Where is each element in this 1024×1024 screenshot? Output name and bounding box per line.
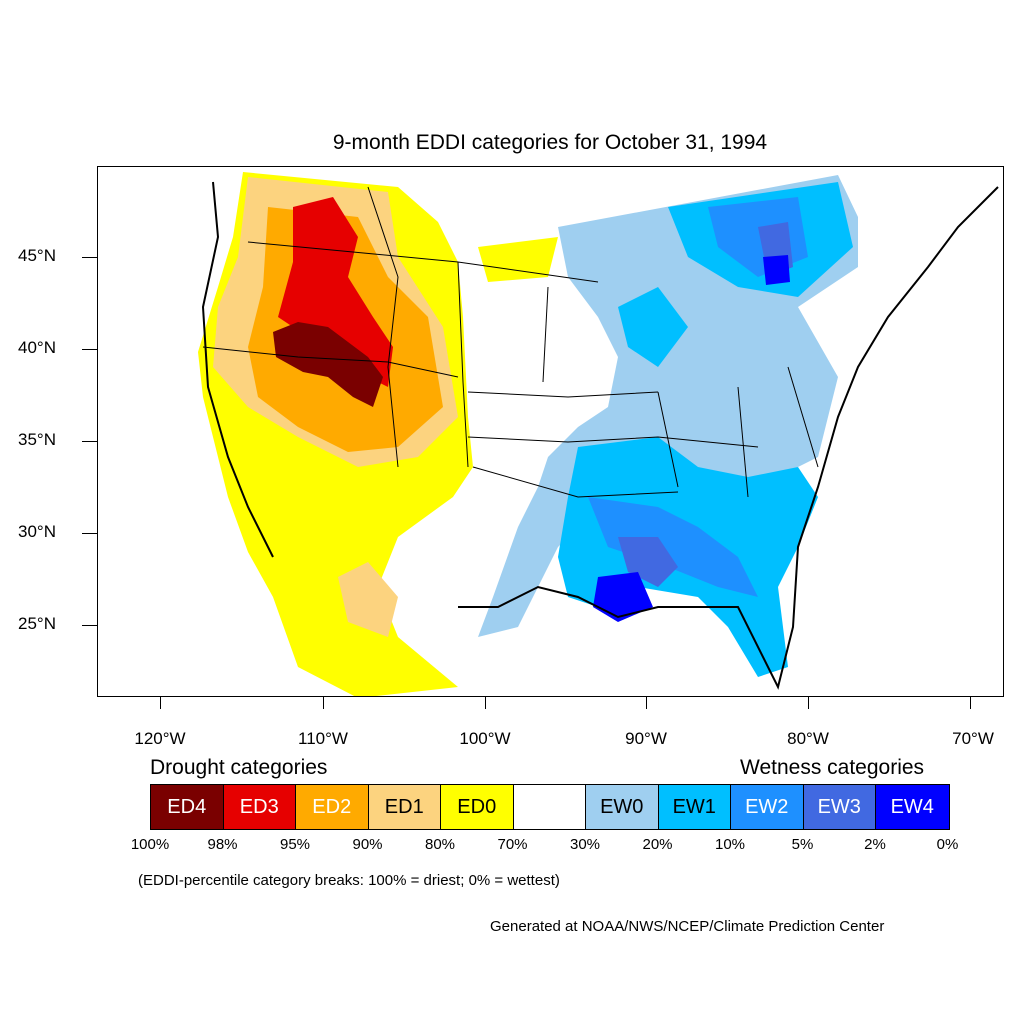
percentile-label: 95% (279, 836, 311, 853)
ew2-south-region (588, 497, 758, 597)
lon-label: 70°W (952, 729, 994, 748)
percentile-label: 5% (791, 836, 814, 853)
map-title: 9-month EDDI categories for October 31, … (332, 131, 768, 154)
lon-tick (970, 697, 971, 709)
ed3-west-region (278, 197, 393, 387)
lon-tick (485, 697, 486, 709)
lon-label: 110°W (298, 729, 348, 748)
ed0-north-region (478, 237, 558, 282)
lat-label: 30°N (18, 522, 56, 541)
legend-cell-ew1: EW1 (658, 785, 731, 829)
lat-label: 45°N (18, 246, 56, 265)
legend-cell-ew0: EW0 (586, 785, 659, 829)
lon-tick (808, 697, 809, 709)
coastline (201, 181, 999, 690)
lon-label: 80°W (787, 729, 829, 748)
lon-label: 90°W (625, 729, 667, 748)
lon-label: 120°W (134, 729, 186, 748)
lat-tick (82, 441, 97, 442)
legend-cell-ew2: EW2 (731, 785, 804, 829)
percentile-label: 20% (642, 836, 673, 853)
percentile-label: 2% (864, 836, 886, 853)
lat-label: 35°N (18, 430, 56, 449)
percentile-label: 10% (714, 836, 746, 853)
lon-tick (160, 697, 161, 709)
percentile-label: 98% (207, 836, 238, 853)
percentile-label: 70% (497, 836, 528, 853)
boundaries (202, 186, 819, 498)
percentile-label: 90% (352, 836, 383, 853)
ew4-south-region (593, 572, 653, 622)
eddi-map (97, 166, 1004, 697)
percentile-label: 30% (569, 836, 601, 853)
ew1-lakes-region (618, 287, 688, 367)
lat-tick (82, 533, 97, 534)
legend-cell-ed1: ED1 (368, 785, 441, 829)
percentile-label: 0% (936, 836, 959, 853)
legend-cell-ed4: ED4 (151, 785, 224, 829)
lat-tick (82, 349, 97, 350)
percentile-label: 100% (130, 836, 170, 853)
ed4-west-region (273, 322, 383, 407)
legend-cell-neutral (513, 785, 586, 829)
percentile-label: 80% (424, 836, 456, 853)
lat-label: 25°N (18, 614, 56, 633)
drought-categories-heading: Drought categories (150, 756, 328, 779)
lat-label: 40°N (18, 338, 56, 357)
lon-label: 100°W (459, 729, 511, 748)
legend-cell-ew4: EW4 (876, 785, 949, 829)
legend-cell-ed0: ED0 (441, 785, 514, 829)
us-map-svg (198, 172, 999, 696)
category-legend-bar: ED4 ED3 ED2 ED1 ED0 EW0 EW1 EW2 EW3 EW4 (150, 784, 950, 830)
ed1-south-region (338, 562, 398, 637)
wetness-categories-heading: Wetness categories (740, 756, 925, 779)
lon-tick (323, 697, 324, 709)
category-note: (EDDI-percentile category breaks: 100% =… (138, 872, 560, 889)
lat-tick (82, 625, 97, 626)
legend-cell-ed3: ED3 (223, 785, 296, 829)
legend-cell-ed2: ED2 (296, 785, 369, 829)
credit-text: Generated at NOAA/NWS/NCEP/Climate Predi… (490, 918, 885, 935)
lat-tick (82, 257, 97, 258)
legend-cell-ew3: EW3 (803, 785, 876, 829)
ew4-north-region (763, 255, 790, 285)
lon-tick (646, 697, 647, 709)
